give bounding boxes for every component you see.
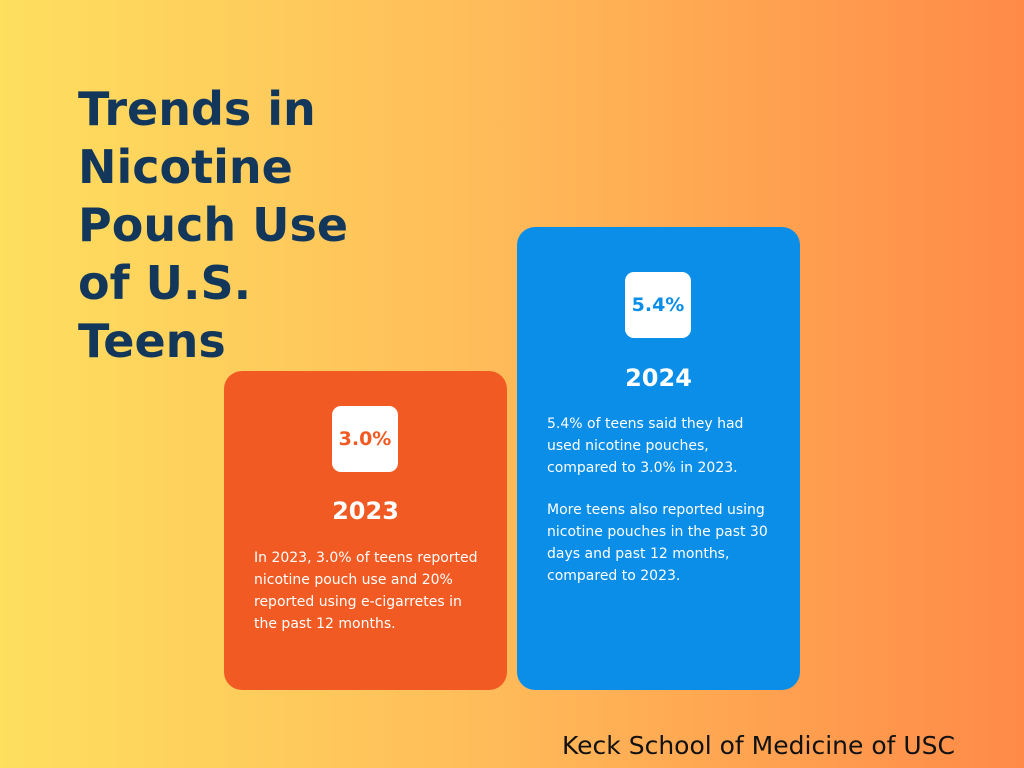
- year: 2024: [625, 364, 692, 392]
- year: 2023: [332, 497, 399, 525]
- title: Trends in Nicotine Pouch Use of U.S. Tee…: [78, 82, 349, 368]
- paragraph: 5.4% of teens said they had used nicotin…: [547, 416, 744, 476]
- card-text: 5.4% of teens said they had used nicotin…: [547, 413, 779, 607]
- card-text: In 2023, 3.0% of teens reported nicotine…: [254, 547, 486, 655]
- badge: 3.0%: [332, 406, 398, 472]
- badge: 5.4%: [625, 272, 691, 338]
- paragraph: More teens also reported using nicotine …: [547, 502, 768, 584]
- footer: Keck School of Medicine of USC: [562, 731, 955, 760]
- card: 5.4% 2024 5.4% of teens said they had used…: [517, 227, 800, 690]
- paragraph: In 2023, 3.0% of teens reported nicotine…: [254, 550, 478, 632]
- card: 3.0% 2023 In 2023, 3.0% of teens reported …: [224, 371, 507, 690]
